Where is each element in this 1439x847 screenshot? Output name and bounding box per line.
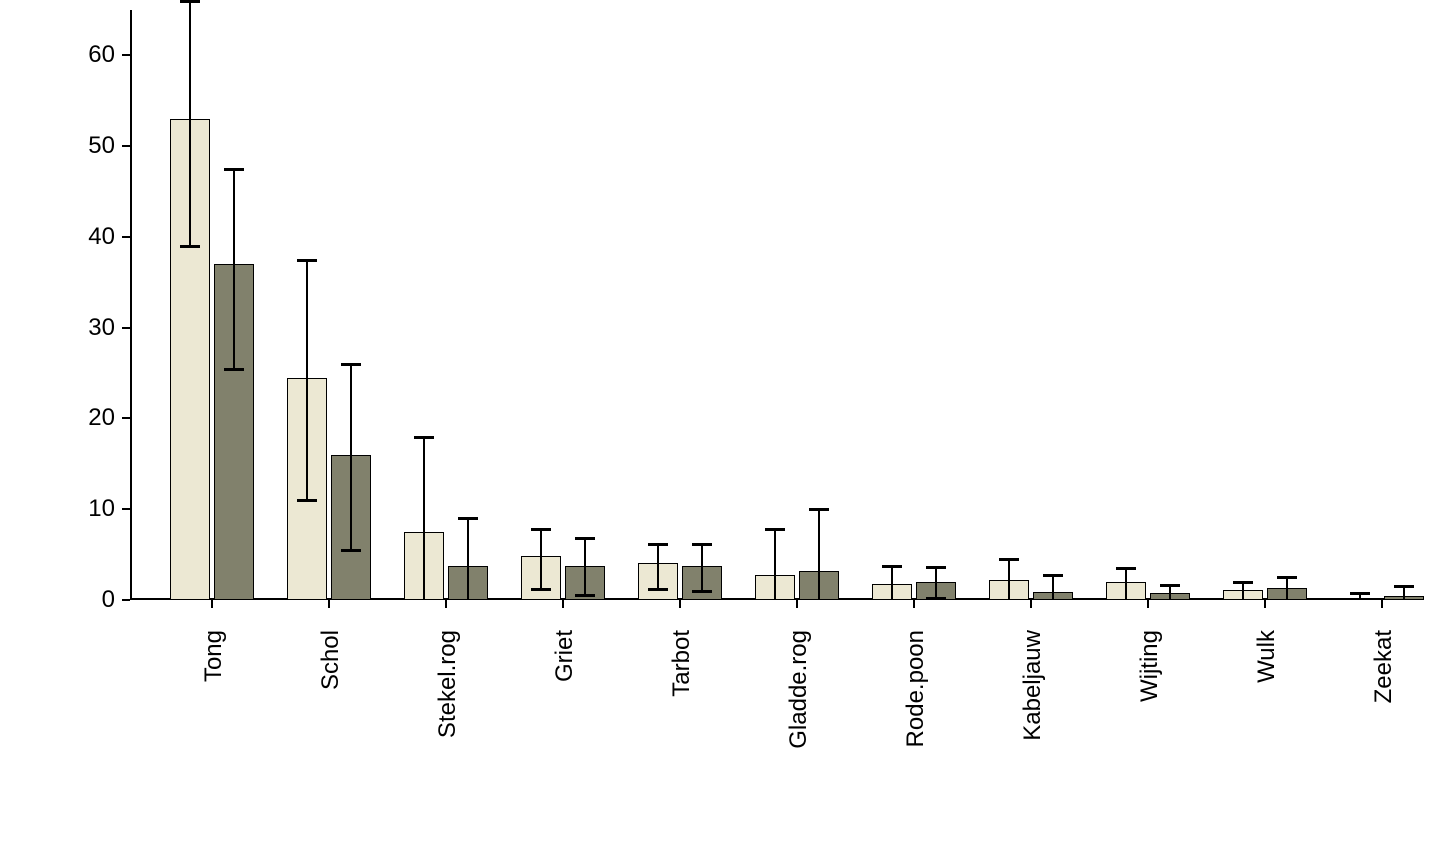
xtick-mark [1264,600,1266,608]
chart-container: 0 10 20 30 40 50 60 Tong Schol Stekel.rog Griet Tar… [0,0,1439,847]
ytick-label: 50 [60,132,115,160]
error-cap-top [1116,567,1136,570]
error-cap-top [224,168,244,171]
error-bar [584,538,586,595]
xtick-label: Kabeljauw [1019,630,1047,741]
error-bar [1403,586,1405,600]
error-cap-top [926,566,946,569]
error-bar [540,529,542,589]
ytick-mark [122,327,130,329]
xtick-mark [1381,600,1383,608]
error-cap-top [531,528,551,531]
error-cap-top [999,558,1019,561]
xtick-mark [562,600,564,608]
xtick-label: Schol [317,630,345,690]
error-bar [701,544,703,591]
error-cap-bottom [926,597,946,600]
ytick-mark [122,54,130,56]
ytick-label: 40 [60,223,115,251]
xtick-mark [211,600,213,608]
error-cap-top [1233,581,1253,584]
error-bar [1169,585,1171,600]
error-cap-top [297,259,317,262]
xtick-label: Tarbot [668,630,696,697]
error-bar [1052,575,1054,600]
error-bar [891,566,893,600]
ytick-mark [122,599,130,601]
error-cap-bottom [575,594,595,597]
error-bar [467,518,469,600]
error-cap-top [1277,576,1297,579]
error-bar [1125,568,1127,600]
error-cap-top [1350,592,1370,595]
error-bar [657,544,659,589]
error-cap-top [575,537,595,540]
error-cap-bottom [648,588,668,591]
error-cap-bottom [341,549,361,552]
error-cap-top [458,517,478,520]
error-bar [1286,577,1288,600]
xtick-mark [913,600,915,608]
error-bar [189,1,191,246]
error-cap-top [692,543,712,546]
error-cap-top [414,436,434,439]
xtick-label: Wijting [1136,630,1164,702]
xtick-label: Rode.poon [902,630,930,747]
xtick-label: Zeekat [1370,630,1398,703]
ytick-mark [122,145,130,147]
error-cap-bottom [692,590,712,593]
error-cap-top [765,528,785,531]
ytick-label: 0 [60,586,115,614]
xtick-mark [1147,600,1149,608]
error-cap-top [882,565,902,568]
error-cap-top [341,363,361,366]
error-cap-top [1160,584,1180,587]
xtick-mark [796,600,798,608]
error-bar [818,509,820,600]
error-bar [306,260,308,501]
error-bar [1008,559,1010,600]
error-bar [935,567,937,598]
error-cap-bottom [180,245,200,248]
error-bar [423,437,425,600]
ytick-label: 10 [60,495,115,523]
xtick-label: Wulk [1253,630,1281,683]
ytick-mark [122,236,130,238]
error-cap-bottom [224,368,244,371]
ytick-label: 30 [60,314,115,342]
xtick-mark [328,600,330,608]
error-bar [1242,582,1244,600]
ytick-mark [122,508,130,510]
error-bar [350,364,352,550]
error-cap-bottom [297,499,317,502]
ytick-label: 60 [60,41,115,69]
xtick-label: Stekel.rog [434,630,462,738]
error-cap-bottom [531,588,551,591]
error-cap-top [1394,585,1414,588]
ytick-label: 20 [60,404,115,432]
xtick-label: Tong [200,630,228,682]
error-cap-top [180,0,200,3]
error-cap-top [1043,574,1063,577]
xtick-label: Griet [551,630,579,682]
ytick-mark [122,417,130,419]
xtick-mark [1030,600,1032,608]
error-cap-top [648,543,668,546]
error-bar [774,529,776,600]
xtick-label: Gladde.rog [785,630,813,749]
xtick-mark [445,600,447,608]
error-cap-top [809,508,829,511]
error-bar [233,169,235,369]
xtick-mark [679,600,681,608]
